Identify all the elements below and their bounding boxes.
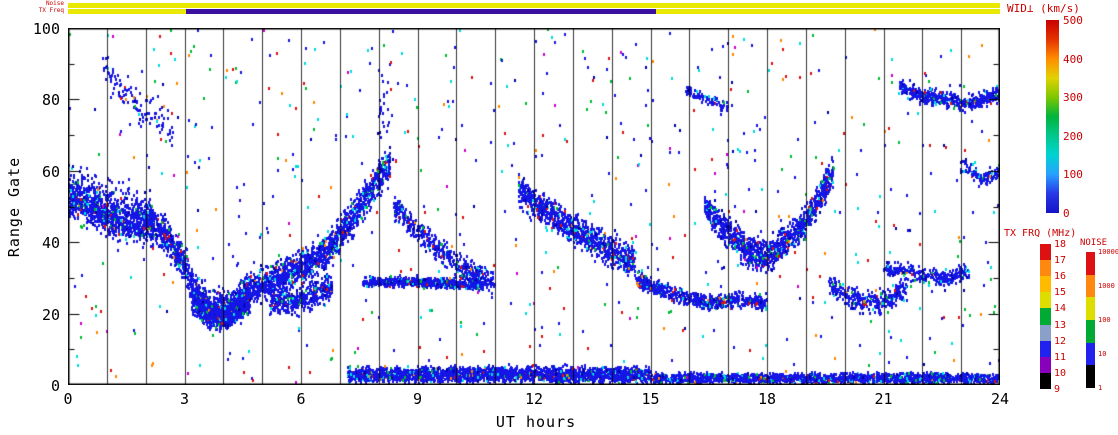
colorbar-segment [1086,274,1095,298]
txfrq-tick-label: 17 [1054,255,1067,267]
strip-label-txfreq: TX Freq [38,7,64,14]
txfrq-tick-label: 9 [1054,384,1061,395]
colorbar-segment [1040,276,1051,293]
colorbar-segment [1086,319,1095,343]
colorbar-segment [1086,365,1095,388]
strip-label-noise: Noise [45,0,64,7]
x-tick-label: 21 [874,390,893,408]
x-tick-label: 9 [412,390,423,408]
wid-tick-label: 500 [1063,14,1083,27]
wid-tick-label: 400 [1063,52,1083,66]
x-tick-label: 15 [641,390,660,408]
wid-tick-label: 200 [1063,129,1083,143]
y-tick-label: 0 [50,377,60,395]
y-tick-label: 60 [41,162,60,181]
wid-colorbar-title: WID⊥ (km/s) [1007,2,1080,15]
strip-segment [68,9,187,14]
wid-tick-label: 100 [1063,168,1083,182]
y-tick-label: 20 [41,305,60,324]
x-tick-label: 3 [179,390,190,408]
colorbar-segment [1086,297,1095,320]
y-tick-label: 100 [32,20,60,38]
noise-tick-label: 1000 [1098,282,1115,290]
colorbar-segment [1040,292,1051,309]
x-axis-label: UT hours [495,413,577,431]
colorbar-segment [1040,372,1051,389]
x-tick-label: 18 [757,390,777,408]
scatter-canvas [68,28,1000,385]
txfrq-tick-label: 12 [1054,335,1067,347]
x-tick-label: 6 [296,390,306,408]
txfrq-tick-label: 13 [1054,319,1067,331]
strip-segment [186,9,657,14]
txfrq-tick-label: 16 [1054,271,1067,283]
txfrq-tick-label: 18 [1054,239,1067,250]
noise-tick-label: 1 [1098,384,1103,392]
noise-colorbar [1086,252,1095,388]
noise-tick-label: 10000 [1098,248,1118,256]
colorbar-segment [1040,244,1051,261]
x-tick-label: 0 [63,390,73,408]
colorbar-segment [1086,342,1095,366]
wid-colorbar [1046,20,1059,213]
txfrq-tick-label: 15 [1054,287,1067,299]
wid-tick-label: 0 [1063,207,1070,220]
colorbar-segment [1040,260,1051,277]
txfrq-tick-label: 11 [1054,351,1067,363]
noise-status-strip [68,3,1000,8]
noise-colorbar-title: NOISE [1080,238,1108,248]
y-tick-label: 40 [41,234,60,253]
txfrq-tick-label: 10 [1054,367,1067,379]
plot-area [68,28,1000,385]
strip-segment [68,3,1000,8]
txfrq-tick-label: 14 [1054,303,1067,315]
txfrq-colorbar [1040,244,1051,389]
noise-tick-label: 100 [1098,316,1111,324]
colorbar-segment [1086,252,1095,275]
colorbar-segment [1040,356,1051,373]
y-tick-label: 80 [41,91,60,110]
x-tick-label: 24 [990,390,1010,408]
noise-tick-label: 10 [1098,350,1107,358]
txfreq-status-strip [68,9,1000,14]
txfrq-colorbar-title: TX FRQ (MHz) [1004,228,1077,239]
strip-segment [656,9,1000,14]
colorbar-segment [1040,324,1051,341]
colorbar-segment [1040,308,1051,325]
wid-tick-label: 300 [1063,91,1083,105]
colorbar-segment [1040,340,1051,357]
x-tick-label: 12 [524,390,544,408]
